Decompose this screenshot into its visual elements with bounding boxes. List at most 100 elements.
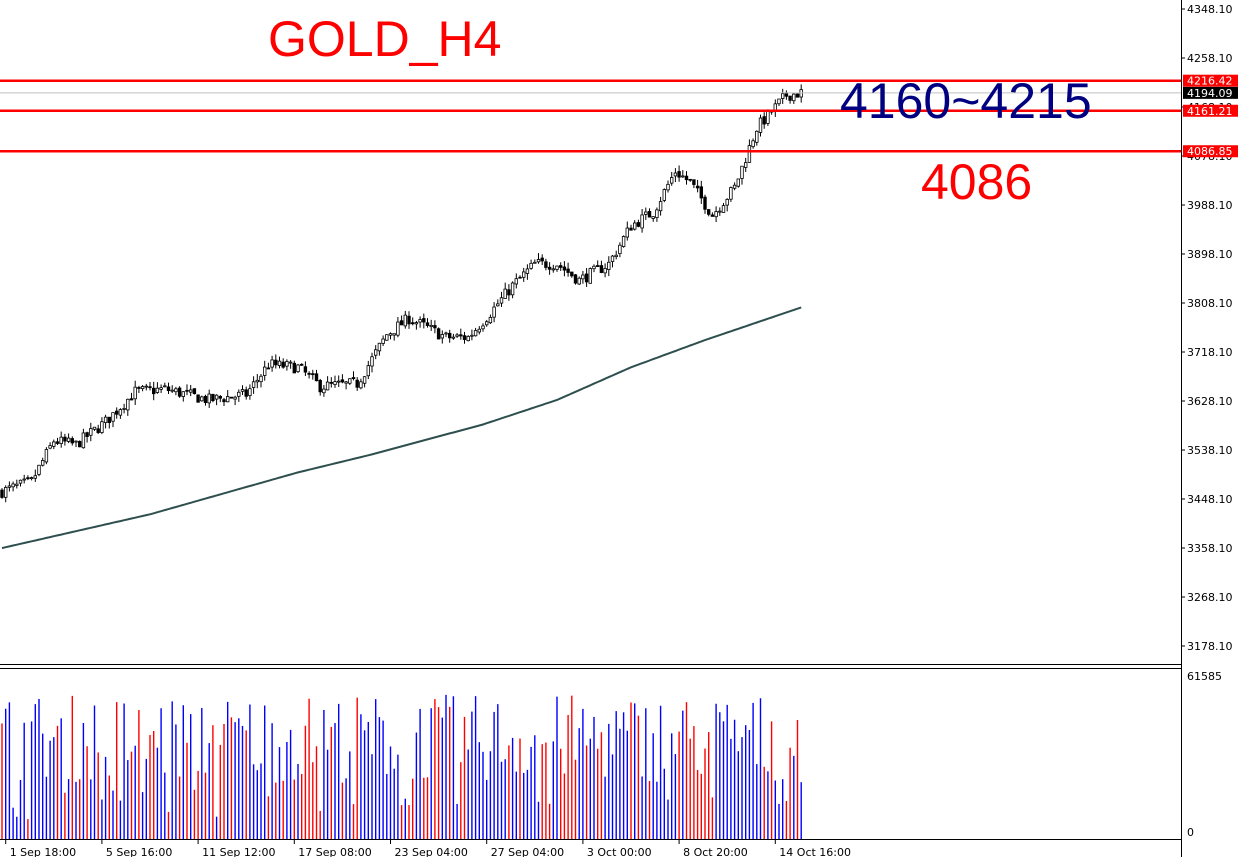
candle (137, 385, 141, 394)
candle (522, 267, 526, 282)
price-tick-label: 3538.10 (1187, 444, 1233, 457)
candle (274, 354, 278, 369)
candle (751, 138, 755, 149)
candle (7, 481, 12, 492)
candle (11, 481, 15, 492)
candle (436, 327, 441, 340)
range-annotation: 4160~4215 (840, 73, 1092, 129)
candle (377, 342, 382, 356)
price-tick-label: 3808.10 (1187, 297, 1233, 310)
candle (625, 221, 629, 241)
candle (126, 398, 130, 416)
candle (744, 157, 748, 172)
volume-panel: 61585 0 (1, 670, 1222, 839)
candle (285, 359, 289, 371)
candle (584, 268, 589, 287)
candle (588, 267, 592, 284)
candle (388, 332, 393, 340)
candle (688, 178, 692, 182)
candle (507, 284, 511, 301)
candle (133, 380, 137, 406)
candle (103, 414, 108, 429)
candle (673, 168, 678, 183)
candle (325, 376, 330, 391)
candle (174, 386, 178, 396)
candle (155, 382, 160, 394)
candle (618, 242, 622, 258)
candle (718, 207, 722, 216)
candle (799, 84, 803, 103)
candle (251, 376, 256, 394)
candle (15, 479, 19, 489)
time-tick-label: 27 Sep 04:00 (491, 846, 564, 857)
candle (651, 216, 655, 222)
price-tick-label: 3268.10 (1187, 591, 1233, 604)
candle (240, 385, 245, 396)
current-price-label: 4194.09 (1187, 87, 1233, 100)
candle (115, 407, 119, 419)
candle (48, 442, 52, 450)
candle (148, 381, 152, 391)
candle (78, 440, 82, 448)
candle (70, 436, 74, 446)
candle (662, 188, 666, 203)
candle (459, 328, 463, 340)
candle (655, 207, 659, 222)
time-tick-label: 5 Sep 16:00 (106, 846, 172, 857)
candle (22, 474, 26, 484)
time-tick-label: 1 Sep 18:00 (10, 846, 76, 857)
candle (262, 360, 267, 381)
candle (451, 333, 456, 340)
candle (610, 255, 615, 268)
volume-zero-label: 0 (1187, 826, 1194, 839)
candle (540, 254, 544, 265)
price-tick-label: 3178.10 (1187, 640, 1233, 653)
candle (355, 377, 359, 391)
candle (758, 114, 763, 137)
candle (647, 208, 652, 218)
candle (484, 319, 489, 327)
candle (736, 178, 740, 188)
candle (237, 389, 241, 402)
time-tick-label: 23 Sep 04:00 (395, 846, 468, 857)
candle (299, 363, 304, 366)
candle (196, 394, 200, 403)
candle (266, 362, 271, 370)
candle (692, 179, 696, 189)
candle (466, 335, 470, 342)
candle (444, 331, 448, 338)
candle (225, 390, 230, 403)
price-tick-label: 4348.10 (1187, 3, 1233, 16)
candle (603, 263, 607, 278)
candle (362, 376, 367, 388)
candle (381, 335, 385, 347)
price-tick-label: 4258.10 (1187, 52, 1233, 65)
candle (144, 383, 148, 391)
candle (89, 422, 93, 442)
candle (555, 265, 559, 272)
candle (762, 112, 766, 129)
candle (644, 207, 648, 220)
candle (129, 392, 134, 401)
candle (122, 403, 126, 414)
candle (429, 319, 433, 331)
candle (518, 275, 522, 279)
time-tick-label: 11 Sep 12:00 (202, 846, 275, 857)
candle (566, 262, 570, 277)
candle (596, 260, 600, 267)
candle (710, 212, 715, 217)
candle (773, 99, 777, 117)
candle (581, 270, 585, 284)
candle (37, 464, 41, 477)
candle (118, 408, 123, 419)
candle (348, 378, 352, 385)
time-tick-label: 17 Sep 08:00 (298, 846, 371, 857)
candle (314, 369, 319, 382)
candle (392, 333, 396, 341)
moving-average (1, 306, 802, 550)
candle (473, 327, 478, 337)
candle (233, 395, 237, 406)
candle (422, 313, 426, 329)
